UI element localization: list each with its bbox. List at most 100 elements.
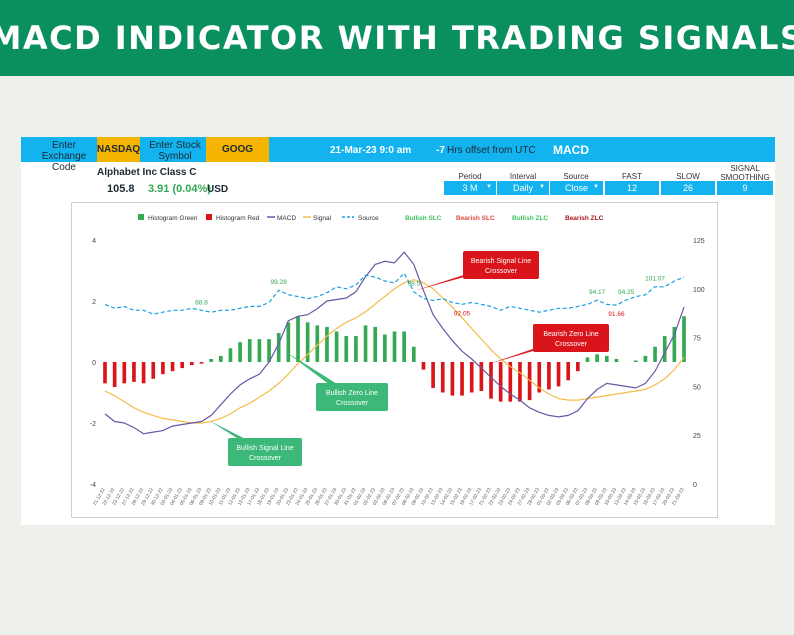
smoothing-header: SIGNAL SMOOTHING [720,164,770,182]
callout-text: Crossover [249,455,282,462]
source-value-label: 94.17 [589,289,606,296]
legend-item: Bearish ZLC [565,215,604,222]
histogram-bar-green [315,325,320,362]
chevron-down-icon: ▼ [486,184,492,190]
source-value-label: 94.25 [618,289,635,296]
y-left-tick: 4 [92,238,96,245]
histogram-bar-green [267,339,271,362]
fast-input[interactable]: 12 [605,181,659,195]
callout-box [533,324,609,352]
exchange-label: Enter Exchange Code [41,140,87,173]
smoothing-input[interactable]: 9 [717,181,773,195]
callout-text: Crossover [555,341,588,348]
source-value-label: 99.28 [271,279,288,286]
histogram-bar-green [257,339,262,362]
histogram-bar-red [460,362,464,396]
exchange-input[interactable]: NASDAQ [97,137,140,162]
histogram-bar-green [373,326,378,362]
source-value-label: 92.05 [454,310,471,317]
histogram-bar-green [653,346,657,362]
histogram-bar-red [537,362,542,393]
y-right-tick: 100 [693,287,705,294]
histogram-bar-green [247,339,252,362]
symbol-input[interactable]: GOOG [206,137,269,162]
control-bar [21,137,775,162]
legend-item: Histogram Green [148,215,198,222]
y-right-tick: 125 [693,238,705,245]
chevron-down-icon: ▼ [539,184,545,190]
histogram-bar-red [576,362,580,372]
legend-item: Source [358,215,379,222]
histogram-bar-green [595,354,599,362]
callout-box [463,251,539,279]
histogram-bar-green [662,336,667,362]
histogram-bar-green [682,316,686,362]
y-right-tick: 25 [693,433,701,440]
callout-text: Bearish Signal Line [471,258,531,265]
callout-text: Bullish Signal Line [236,445,293,452]
interval-select[interactable]: Daily ▼ [497,181,549,195]
histogram-bar-red [566,362,571,381]
period-header: Period [458,172,482,181]
source-line [104,272,685,315]
legend-item: MACD [277,215,296,222]
histogram-bar-green [614,358,619,362]
histogram-bar-red [122,362,127,384]
period-select[interactable]: 3 M ▼ [444,181,496,195]
histogram-bar-green [344,336,349,362]
histogram-bar-green [228,348,233,362]
source-value-label: 88.8 [195,299,208,306]
source-header: Source [563,172,589,181]
indicator-title: MACD [553,143,589,157]
histogram-bar-green [305,322,310,362]
slow-input[interactable]: 26 [661,181,715,195]
callout-box [316,383,388,411]
histogram-bar-red [161,362,165,375]
histogram-bar-red [489,362,493,399]
histogram-bar-red [518,362,522,402]
histogram-bar-green [363,325,368,362]
histogram-bar-red [151,362,156,379]
histogram-bar-red [498,362,503,402]
histogram-bar-red [190,362,194,366]
source-select[interactable]: Close ▼ [550,181,603,195]
histogram-bar-green [209,358,213,362]
period-value: 3 M [462,183,478,193]
histogram-bar-red [112,362,117,388]
y-left-tick: 0 [92,360,96,367]
histogram-bar-green [325,326,329,362]
histogram-bar-green [218,355,223,362]
source-value-label: 101.07 [645,276,665,283]
title-banner: MACD INDICATOR WITH TRADING SIGNALS [0,0,794,76]
chevron-down-icon: ▼ [593,184,599,190]
slow-header: SLOW [676,172,700,181]
legend-item: Bullish ZLC [512,215,548,222]
legend-swatch-histogram-green [138,214,144,220]
histogram-bar-green [354,336,358,362]
source-value: Close [564,183,588,193]
histogram-bar-green [402,331,406,362]
y-right-tick: 0 [693,482,697,489]
legend-item: Bullish SLC [405,215,442,222]
histogram-bar-red [141,362,146,384]
stock-change: 3.91 (0.04%) [148,183,211,195]
histogram-bar-red [450,362,455,396]
y-right-tick: 75 [693,336,701,343]
histogram-bar-red [527,362,532,401]
histogram-bar-green [604,355,609,362]
datetime-text: 21-Mar-23 9:0 am [330,145,412,156]
source-value-label: 98.5 [407,281,420,288]
legend-swatch-histogram-red [206,214,212,220]
y-left-tick: -2 [90,421,96,428]
offset-value[interactable]: -7 [436,145,445,156]
histogram-bar-red [469,362,474,393]
histogram-bar-green [286,322,291,362]
histogram-bar-green [585,357,590,362]
macd-chart-svg: 4 2 0 -2 -4 125 100 75 50 25 0 88.8 99.28 98.5 92.05 94… [90,214,705,507]
interval-value: Daily [512,183,533,193]
histogram-bar-green [392,331,397,362]
callout-text: Bullish Zero Line [326,390,378,397]
histogram-bar-red [431,362,435,388]
histogram-bar-red [421,362,426,370]
y-left-tick: 2 [92,299,96,306]
